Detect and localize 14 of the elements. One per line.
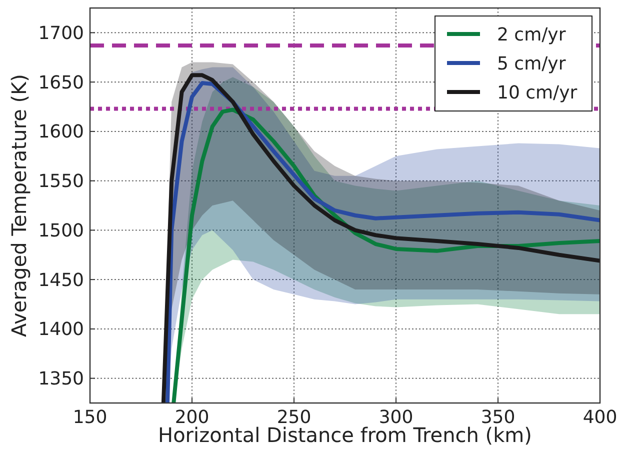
y-tick-label: 1550 — [38, 171, 84, 192]
y-tick-label: 1350 — [38, 368, 84, 390]
legend-label: 10 cm/yr — [497, 82, 578, 104]
y-axis-title: Averaged Temperature (K) — [7, 74, 31, 337]
y-tick-label: 1500 — [38, 220, 84, 242]
y-tick-label: 1650 — [38, 72, 84, 94]
y-tick-label: 1700 — [38, 22, 84, 44]
y-tick-label: 1600 — [38, 122, 84, 143]
x-tick-label: 150 — [72, 407, 108, 428]
y-tick-label: 1450 — [38, 270, 84, 291]
y-tick-label: 1400 — [38, 319, 84, 340]
legend-label: 2 cm/yr — [497, 24, 566, 46]
legend-label: 5 cm/yr — [497, 53, 566, 74]
x-tick-label: 400 — [582, 407, 618, 428]
